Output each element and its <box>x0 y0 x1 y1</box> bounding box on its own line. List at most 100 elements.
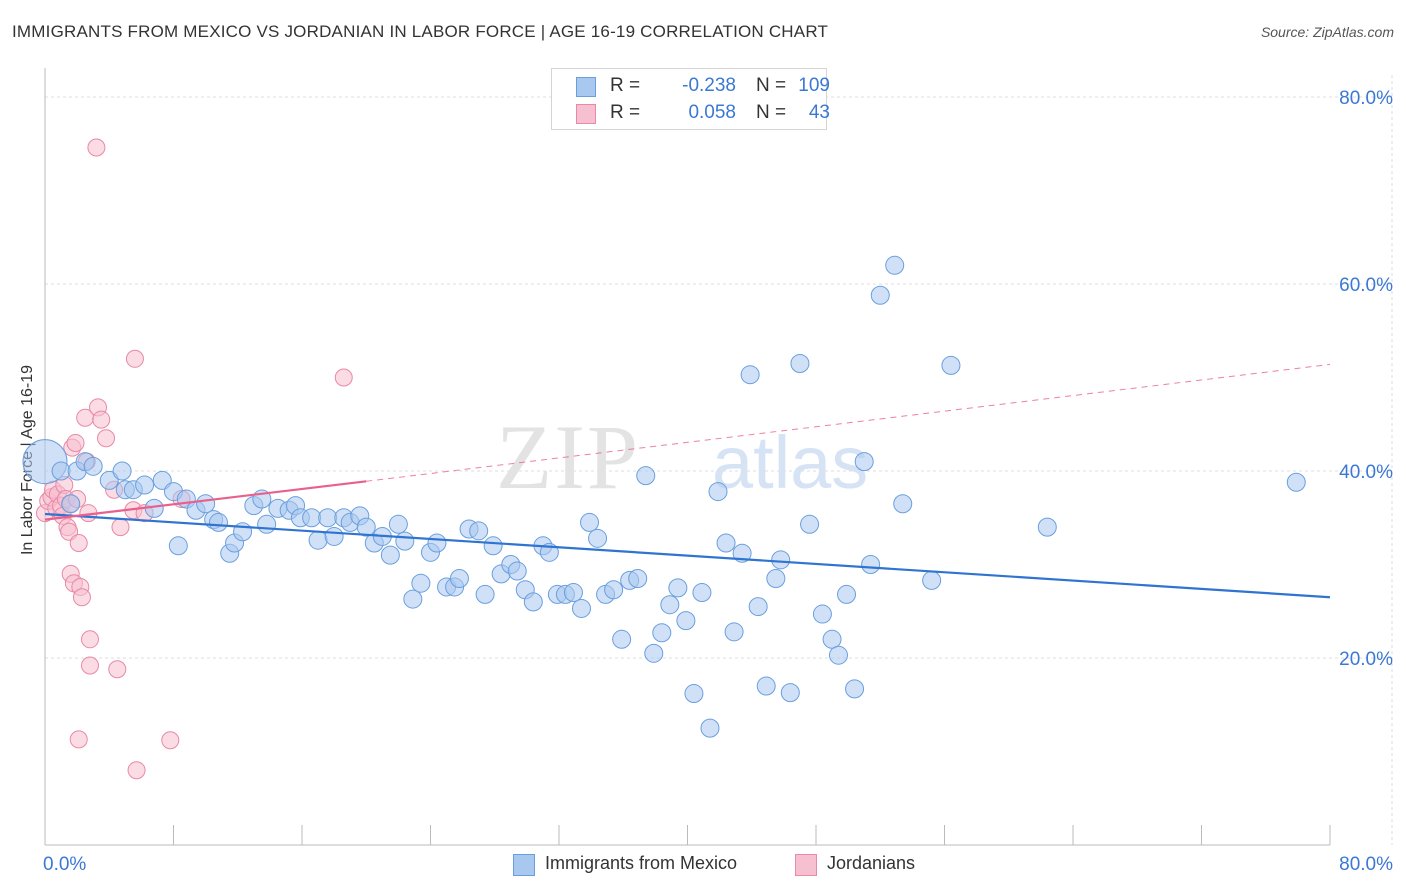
legend-n-label: N = <box>756 102 787 123</box>
data-point-mexico <box>766 569 786 589</box>
data-point-jordanians <box>72 588 91 607</box>
data-point-mexico <box>308 530 328 550</box>
data-point-mexico <box>411 573 431 593</box>
data-point-mexico <box>196 494 216 514</box>
data-point-mexico <box>324 526 344 546</box>
data-point-jordanians <box>97 429 116 448</box>
data-point-mexico <box>580 512 600 532</box>
legend-n-value: 109 <box>798 75 830 96</box>
data-point-mexico <box>604 580 624 600</box>
data-point-mexico <box>380 545 400 565</box>
data-point-mexico <box>660 595 680 615</box>
legend-r-value: 0.058 <box>688 102 736 123</box>
data-point-mexico <box>563 583 583 603</box>
data-point-mexico <box>780 683 800 703</box>
data-point-mexico <box>449 569 469 589</box>
data-point-jordanians <box>161 731 180 750</box>
data-point-mexico <box>51 461 71 481</box>
legend-swatch-pink <box>576 104 596 124</box>
data-point-mexico <box>469 521 489 541</box>
legend-swatch-blue <box>513 854 535 876</box>
legend-label: Jordanians <box>827 853 916 873</box>
source-label: Source: ZipAtlas.com <box>1260 24 1394 40</box>
data-point-jordanians <box>69 533 88 552</box>
legend-n-value: 43 <box>808 102 830 123</box>
data-point-mexico <box>1037 517 1057 537</box>
data-point-mexico <box>152 470 172 490</box>
series-immigrants-from-mexico <box>22 255 1306 738</box>
legend-n-label: N = <box>756 75 787 96</box>
data-point-mexico <box>668 578 688 598</box>
gridlines <box>45 75 1393 845</box>
y-tick-label: 20.0% <box>1339 649 1393 670</box>
data-point-mexico <box>828 645 848 665</box>
chart-title: IMMIGRANTS FROM MEXICO VS JORDANIAN IN L… <box>12 22 829 41</box>
data-point-mexico <box>388 514 408 534</box>
data-point-jordanians <box>127 761 146 780</box>
data-point-mexico <box>483 536 503 556</box>
data-point-jordanians <box>69 730 88 749</box>
data-point-mexico <box>771 550 791 570</box>
data-point-mexico <box>83 456 103 476</box>
data-point-mexico <box>740 365 760 385</box>
data-point-mexico <box>636 466 656 486</box>
data-point-mexico <box>845 679 865 699</box>
data-point-mexico <box>724 622 744 642</box>
tick-labels: 20.0% 40.0% 60.0% 80.0% 0.0% 80.0% <box>43 88 1393 875</box>
data-point-mexico <box>861 555 881 574</box>
data-point-mexico <box>135 475 155 495</box>
data-point-mexico <box>571 598 591 618</box>
data-point-mexico <box>652 623 672 643</box>
data-point-mexico <box>854 452 874 472</box>
data-point-jordanians <box>108 660 127 679</box>
data-point-jordanians <box>80 630 99 649</box>
data-point-mexico <box>708 482 728 502</box>
data-point-mexico <box>588 528 608 548</box>
data-point-mexico <box>790 353 810 373</box>
data-point-mexico <box>941 355 961 375</box>
data-point-mexico <box>208 512 228 532</box>
data-point-mexico <box>61 494 81 514</box>
y-tick-label: 80.0% <box>1339 88 1393 109</box>
data-point-mexico <box>812 604 832 624</box>
data-point-mexico <box>356 517 376 537</box>
data-point-mexico <box>800 514 820 534</box>
x-tick-label: 0.0% <box>43 854 86 875</box>
y-tick-label: 40.0% <box>1339 462 1393 483</box>
data-point-jordanians <box>80 656 99 675</box>
data-point-jordanians <box>66 433 85 452</box>
data-point-mexico <box>112 461 132 481</box>
data-point-mexico <box>756 676 776 696</box>
trend-line-jordanians-extension <box>366 363 1331 482</box>
data-point-mexico <box>257 514 277 534</box>
data-point-mexico <box>628 569 648 589</box>
data-point-jordanians <box>92 410 111 429</box>
data-point-mexico <box>716 533 736 553</box>
data-point-mexico <box>507 561 527 581</box>
data-point-mexico <box>612 629 632 649</box>
data-point-mexico <box>318 508 338 528</box>
trend-line-jordanians <box>44 480 367 521</box>
data-point-mexico <box>475 584 495 604</box>
legend-label: Immigrants from Mexico <box>545 853 738 873</box>
data-point-jordanians <box>87 138 106 157</box>
data-point-mexico <box>885 255 905 275</box>
data-point-mexico <box>837 584 857 604</box>
data-point-mexico <box>1286 472 1306 492</box>
data-point-mexico <box>403 589 423 609</box>
data-point-mexico <box>893 494 913 514</box>
data-point-mexico <box>700 718 720 738</box>
data-point-mexico <box>427 533 447 553</box>
legend-r-label: R = <box>610 75 641 96</box>
data-point-mexico <box>99 470 119 490</box>
data-point-mexico <box>644 643 664 663</box>
data-point-mexico <box>523 592 543 612</box>
axes <box>44 68 1331 846</box>
y-tick-label: 60.0% <box>1339 275 1393 296</box>
data-point-mexico <box>922 570 942 590</box>
legend-r-label: R = <box>610 102 641 123</box>
data-point-mexico <box>748 597 768 617</box>
correlation-legend: R = -0.238 N = 109 R = 0.058 N = 43 <box>551 68 830 130</box>
data-point-mexico <box>692 583 712 603</box>
